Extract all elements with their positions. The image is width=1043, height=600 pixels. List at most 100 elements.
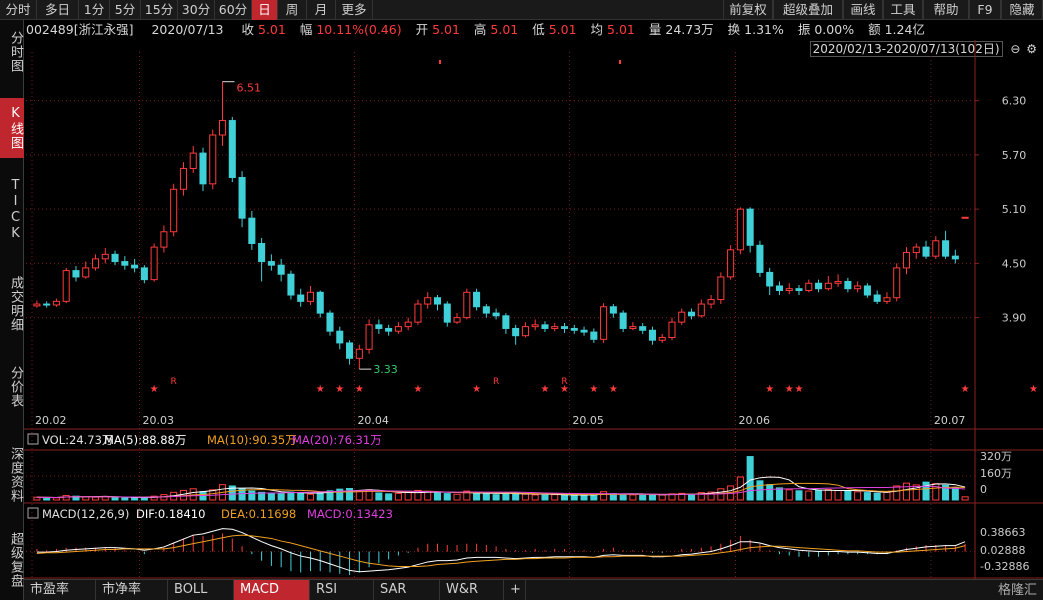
period-tab-2[interactable]: 1分 <box>79 0 110 20</box>
vol-bar <box>580 494 588 501</box>
candle-body <box>258 242 266 263</box>
vol-bar <box>482 493 490 501</box>
vol-bar <box>922 481 930 501</box>
indicator-tab-6[interactable]: W&R <box>440 580 504 600</box>
vol-bar <box>834 490 842 501</box>
candle-body <box>101 253 109 260</box>
indicator-tab-3[interactable]: MACD <box>234 580 310 600</box>
rail-item-3[interactable]: 成交明细 <box>8 276 23 332</box>
rail-item-0[interactable]: 分时图 <box>8 31 23 73</box>
toolbar-right-5[interactable]: F9 <box>969 0 1001 20</box>
date-range[interactable]: 2020/02/13-2020/07/13(102日) ⊖ ⚙ <box>809 40 1037 58</box>
period-tab-4[interactable]: 15分 <box>141 0 178 20</box>
vol-bar <box>521 493 529 501</box>
macd-dea: DEA:0.11698 <box>221 507 296 521</box>
period-tab-7[interactable]: 日 <box>252 0 278 20</box>
toolbar-right-2[interactable]: 画线 <box>843 0 883 20</box>
vol-bar <box>746 456 754 501</box>
zoom-out-icon[interactable]: ⊖ <box>1010 42 1021 56</box>
kline-chart[interactable]: 3.90 4.50 5.10 5.70 6.30 20.02 20.03 20.04 20.05… <box>24 40 1043 579</box>
low-label: 低 <box>532 22 545 37</box>
period-tab-1[interactable]: 多日 <box>37 0 79 20</box>
high-value: 5.01 <box>490 22 519 37</box>
rail-item-4[interactable]: 分价表 <box>8 366 23 408</box>
vol-bar <box>873 492 881 501</box>
vol-bar <box>541 494 549 501</box>
vol-bar <box>150 495 158 501</box>
period-tab-5[interactable]: 30分 <box>178 0 215 20</box>
signal-star: ★ <box>765 384 774 395</box>
candle-body <box>815 282 823 290</box>
vol-bar <box>893 485 901 501</box>
toolbar-right-6[interactable]: 隐藏 <box>1001 0 1043 20</box>
indicator-tab-1[interactable]: 市净率 <box>96 580 168 600</box>
period-toolbar: 分时 多日 1分 5分 15分 30分 60分日周月更多 隐藏 F9 帮助 工具 画线 超级叠加 前复权 <box>0 0 1043 20</box>
candle-body <box>453 317 461 323</box>
rail-item-1[interactable]: K线图 <box>0 98 24 158</box>
candle-body <box>121 261 129 266</box>
date-label: 20.06 <box>739 414 771 427</box>
rail-item-2[interactable]: TICK <box>8 178 23 242</box>
rail-item-6[interactable]: 超级复盘 <box>8 532 23 588</box>
vol-bar <box>805 490 813 501</box>
indicator-tab-4[interactable]: RSI <box>310 580 374 600</box>
candle-body <box>961 216 969 219</box>
rail-item-5[interactable]: 深度资料 <box>8 447 23 503</box>
vol-ma10: MA(10):90.35万 <box>207 433 297 447</box>
signal-star: ★ <box>785 384 794 395</box>
period-tab-0[interactable]: 分时 <box>0 0 37 20</box>
vol-bar <box>394 492 402 501</box>
toolbar-right-0[interactable]: 前复权 <box>723 0 773 20</box>
candle-body <box>746 208 754 246</box>
candle-body <box>473 291 481 308</box>
vol-ma-line-10 <box>36 482 966 498</box>
indicator-tab-0[interactable]: 市盈率 <box>24 580 96 600</box>
period-tab-3[interactable]: 5分 <box>110 0 141 20</box>
period-tab-8[interactable]: 周 <box>278 0 307 20</box>
vol-collapse-icon <box>27 433 39 445</box>
vol-bar <box>404 491 412 501</box>
date-label: 20.03 <box>142 414 174 427</box>
macd-label: MACD(12,26,9) <box>42 507 129 521</box>
candle-body <box>336 330 344 344</box>
volume-label: 量 <box>648 22 662 37</box>
period-tab-10[interactable]: 更多 <box>336 0 373 20</box>
toolbar-right-1[interactable]: 超级叠加 <box>773 0 843 20</box>
amplitude-value: 0.00% <box>814 22 855 37</box>
indicator-tab-5[interactable]: SAR <box>374 580 440 600</box>
vol-bar <box>570 494 578 501</box>
toolbar-right-4[interactable]: 帮助 <box>923 0 969 20</box>
settings-icon[interactable]: ⚙ <box>1026 42 1037 56</box>
vol-bar <box>795 490 803 501</box>
candle-body <box>463 291 471 319</box>
toolbar-right-3[interactable]: 工具 <box>883 0 923 20</box>
candle-body <box>502 315 510 329</box>
candle-body <box>678 311 686 323</box>
candle-body <box>365 324 373 350</box>
high-label: 高 <box>473 22 487 37</box>
macd-tick-label: 0.38663 <box>980 526 1026 539</box>
candle-body <box>521 326 529 337</box>
candle-body <box>443 303 451 323</box>
candle-body <box>346 342 354 359</box>
avg-value: 5.01 <box>607 22 635 37</box>
indicator-tab-7[interactable]: + <box>504 580 526 600</box>
vol-bar <box>619 493 627 501</box>
period-tab-9[interactable]: 月 <box>307 0 336 20</box>
candle-body <box>297 294 305 302</box>
close-label: 收 <box>241 22 255 37</box>
vol-bar <box>629 494 637 501</box>
vol-tick-label: 0 <box>980 483 987 496</box>
date-label: 20.05 <box>572 414 604 427</box>
indicator-tab-bar: 格隆汇 市盈率 市净率 BOLL MACD RSI SAR W&R + <box>24 579 1043 600</box>
period-tab-6[interactable]: 60分 <box>215 0 252 20</box>
candle-body <box>922 246 930 257</box>
vol-ma-line-20 <box>36 485 966 498</box>
quote-info-bar: 002489[浙江永强] 2020/07/13 收 5.01 幅 10.11%(… <box>24 20 1043 40</box>
vol-tick-label: 160万 <box>980 467 1012 480</box>
vol-bar <box>502 493 510 501</box>
candle-body <box>560 326 569 329</box>
indicator-tab-2[interactable]: BOLL <box>168 580 234 600</box>
stock-code[interactable]: 002489[浙江永强] <box>26 22 134 37</box>
turnover-label: 换 <box>727 22 741 37</box>
